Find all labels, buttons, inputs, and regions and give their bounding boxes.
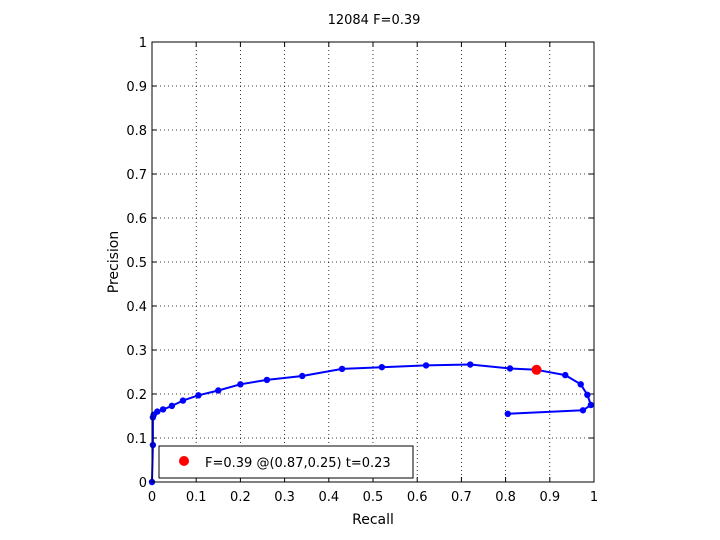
data-point [579, 407, 587, 414]
x-tick-label: 0.2 [230, 490, 251, 505]
y-tick-label: 0 [139, 476, 147, 491]
series-group [148, 361, 595, 486]
data-point [422, 362, 430, 369]
x-tick-label: 0.6 [407, 490, 428, 505]
x-tick-label: 0.5 [363, 490, 384, 505]
y-tick-label: 0.7 [126, 168, 147, 183]
data-point [195, 392, 202, 399]
data-point [179, 397, 187, 404]
y-tick-label: 1 [139, 36, 147, 51]
x-tick-label: 0.4 [318, 490, 339, 505]
grid [152, 42, 594, 482]
chart-title: 12084 F=0.39 [328, 13, 421, 28]
legend-box [158, 445, 414, 479]
data-point [562, 371, 569, 379]
data-point [587, 401, 595, 409]
data-point [299, 372, 306, 380]
y-tick-label: 0.1 [126, 432, 147, 447]
x-tick-label: 0.1 [186, 490, 207, 505]
legend-marker [179, 456, 189, 466]
y-tick-label: 0.9 [126, 80, 147, 95]
x-tick-label: 0.8 [495, 490, 516, 505]
data-point [237, 381, 244, 388]
legend: F=0.39 @(0.87,0.25) t=0.23 [158, 445, 414, 479]
data-point [504, 410, 512, 417]
data-point [215, 387, 222, 394]
y-tick-label: 0.4 [126, 300, 147, 315]
y-axis-label: Precision [106, 231, 122, 293]
y-tick-label: 0.5 [126, 256, 147, 271]
data-point [506, 365, 514, 372]
x-axis-label: Recall [352, 512, 394, 528]
axis-ticks: 0 0.1 0.2 0.3 0.4 0.5 0.6 0.7 0.8 0.9 1 0 0.1 0.2 0.3 0… [126, 36, 598, 505]
legend-label: F=0.39 @(0.87,0.25) t=0.23 [205, 456, 391, 471]
y-tick-label: 0.6 [126, 212, 147, 227]
data-point [378, 363, 386, 371]
y-tick-label: 0.3 [126, 344, 147, 359]
data-point [584, 391, 591, 399]
data-point [467, 361, 474, 368]
data-point [577, 381, 584, 388]
x-tick-label: 0.9 [539, 490, 560, 505]
x-tick-label: 0.7 [451, 490, 472, 505]
x-tick-label: 0 [148, 490, 156, 505]
data-point [149, 414, 157, 421]
data-point [338, 365, 346, 373]
data-point [168, 402, 176, 410]
best-f-point [531, 364, 542, 375]
x-tick-label: 0.3 [274, 490, 295, 505]
y-tick-label: 0.2 [126, 388, 147, 403]
data-point [263, 376, 271, 384]
data-point [149, 441, 157, 449]
x-tick-label: 1 [590, 490, 598, 505]
data-point [159, 406, 167, 413]
y-tick-label: 0.8 [126, 124, 147, 139]
plot-border [151, 41, 595, 483]
